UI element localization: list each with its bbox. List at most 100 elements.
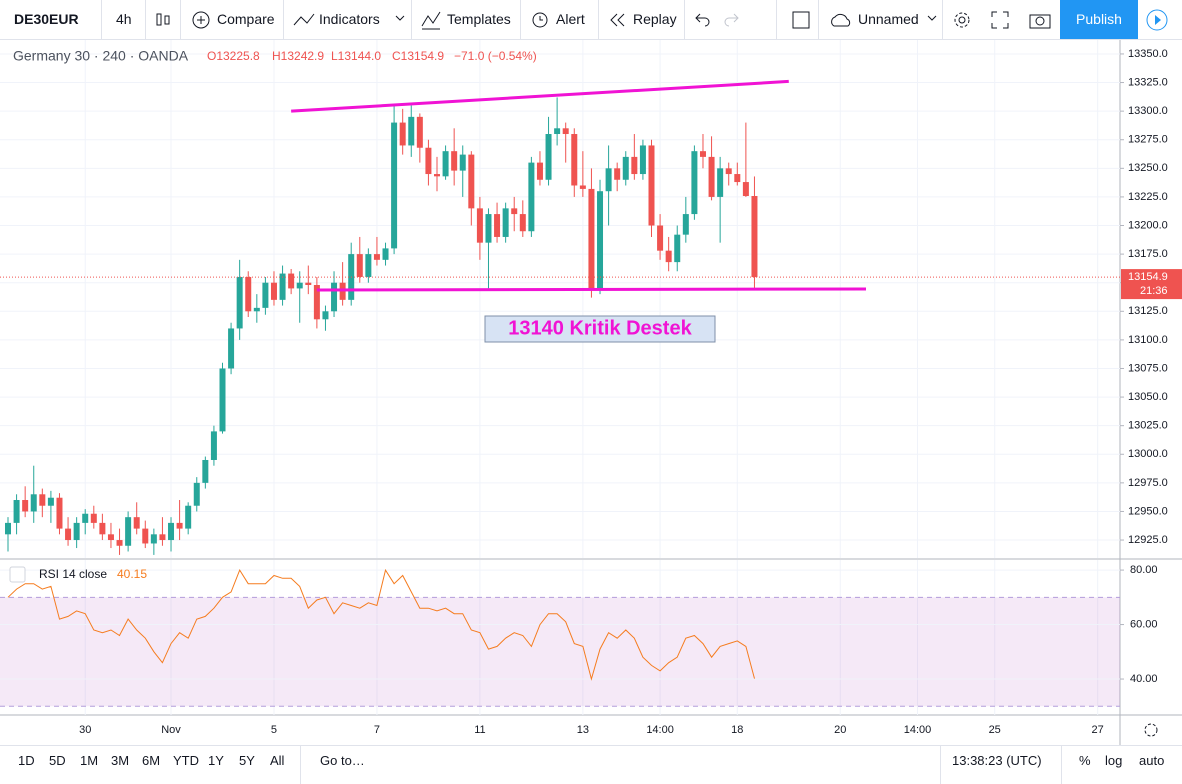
- dropdown-icon[interactable]: [927, 15, 937, 54]
- annotation-box: [484, 315, 716, 343]
- candle-body: [262, 282, 269, 308]
- indicators-icon[interactable]: [292, 11, 316, 50]
- fullscreen-icon[interactable]: [991, 11, 1009, 50]
- dropdown-icon[interactable]: [395, 15, 405, 54]
- candle-body: [545, 134, 552, 180]
- candle-body: [313, 284, 320, 320]
- rsi-band: [0, 597, 1120, 707]
- candle-body: [519, 214, 526, 232]
- candle-body: [511, 208, 518, 215]
- candle-body: [631, 156, 638, 175]
- range-button[interactable]: 1Y: [208, 753, 224, 768]
- x-tick-label: 30: [79, 724, 91, 736]
- candle-body: [442, 151, 449, 177]
- auto-toggle[interactable]: auto: [1139, 753, 1165, 768]
- candle-body: [579, 185, 586, 189]
- candle-body: [305, 282, 312, 285]
- undo-icon[interactable]: [695, 12, 711, 51]
- clock: 13:38:23 (UTC): [952, 753, 1042, 768]
- candle-body: [476, 208, 483, 243]
- range-button[interactable]: 1M: [80, 753, 99, 768]
- candle-body: [665, 250, 672, 263]
- indicator-title: RSI 14 close: [39, 567, 107, 581]
- candle-body: [65, 528, 72, 541]
- candle-body: [639, 145, 646, 175]
- candle-body: [485, 214, 492, 243]
- y-tick-label: 13050.0: [1128, 391, 1168, 403]
- y-tick-label: 40.00: [1130, 673, 1158, 685]
- candle-body: [502, 208, 509, 237]
- candle-body: [125, 517, 132, 546]
- candle-body: [82, 513, 89, 523]
- snapshot-icon[interactable]: [1029, 11, 1051, 50]
- y-tick-label: 13125.0: [1128, 305, 1168, 317]
- range-button[interactable]: YTD: [173, 753, 199, 768]
- candle-body: [725, 168, 732, 175]
- candle-body: [408, 116, 415, 146]
- candle-body: [588, 188, 595, 289]
- candle-body: [13, 500, 20, 523]
- candle-body: [219, 368, 226, 432]
- templates-icon[interactable]: [420, 10, 442, 49]
- candle-body: [39, 494, 46, 506]
- candle-body: [597, 191, 604, 289]
- y-tick-label: 13075.0: [1128, 362, 1168, 374]
- log-toggle[interactable]: log: [1105, 753, 1123, 768]
- candle-body: [571, 134, 578, 186]
- candle-body: [622, 156, 629, 180]
- toolbar: DE30EUR 4h Compare Indicators Templates …: [0, 0, 1182, 40]
- candle-body: [451, 151, 458, 171]
- y-tick-label: 12925.0: [1128, 534, 1168, 546]
- candle-body: [459, 154, 466, 171]
- ohlc-label: O13225.8: [207, 49, 260, 63]
- y-tick-label: 12950.0: [1128, 505, 1168, 517]
- candle-body: [554, 128, 561, 135]
- symbol[interactable]: DE30EUR: [14, 11, 79, 27]
- cloud-icon[interactable]: [828, 12, 854, 51]
- y-tick-label: 13250.0: [1128, 162, 1168, 174]
- settings-icon[interactable]: [952, 10, 972, 49]
- layout-name[interactable]: Unnamed: [858, 11, 919, 27]
- goto-button[interactable]: Go to…: [320, 753, 365, 768]
- candle-body: [73, 522, 80, 541]
- bottom-toolbar: 1D 5D 1M 3M 6M YTD 1Y 5Y All Go to… 13:38:23 (UT…: [0, 745, 1182, 784]
- y-tick-label: 13025.0: [1128, 420, 1168, 432]
- candle-body: [202, 459, 209, 483]
- candle-body: [288, 273, 295, 289]
- last-price-label: 13154.9: [1128, 271, 1168, 283]
- play-icon[interactable]: [1146, 9, 1168, 48]
- candle-body: [691, 151, 698, 215]
- indicators-button[interactable]: Indicators: [319, 11, 380, 27]
- y-tick-label: 60.00: [1130, 618, 1158, 630]
- replay-button[interactable]: Replay: [633, 11, 677, 27]
- candle-body: [365, 254, 372, 277]
- chart-style-icon[interactable]: [155, 11, 171, 50]
- templates-button[interactable]: Templates: [447, 11, 511, 27]
- range-button[interactable]: 6M: [142, 753, 161, 768]
- range-button[interactable]: 1D: [18, 753, 35, 768]
- x-tick-label: 14:00: [904, 724, 932, 736]
- compare-button[interactable]: Compare: [217, 11, 275, 27]
- layout-icon[interactable]: [792, 11, 810, 50]
- alert-icon[interactable]: [530, 10, 550, 49]
- range-button[interactable]: All: [270, 753, 285, 768]
- publish-button[interactable]: Publish: [1060, 0, 1138, 39]
- candle-body: [674, 234, 681, 263]
- interval[interactable]: 4h: [116, 11, 132, 27]
- candle-body: [270, 282, 277, 300]
- compare-icon[interactable]: [191, 10, 211, 49]
- y-tick-label: 13275.0: [1128, 134, 1168, 146]
- y-tick-label: 13100.0: [1128, 334, 1168, 346]
- replay-icon[interactable]: [609, 13, 627, 52]
- range-button[interactable]: 3M: [111, 753, 130, 768]
- percent-toggle[interactable]: %: [1079, 753, 1091, 768]
- x-tick-label: 5: [271, 724, 277, 736]
- ohlc-label: H13242.9: [272, 49, 324, 63]
- alert-button[interactable]: Alert: [556, 11, 585, 27]
- range-button[interactable]: 5D: [49, 753, 66, 768]
- range-button[interactable]: 5Y: [239, 753, 255, 768]
- y-tick-label: 12975.0: [1128, 477, 1168, 489]
- redo-icon[interactable]: [723, 12, 739, 51]
- candle-body: [734, 174, 741, 183]
- x-tick-label: 13: [577, 724, 589, 736]
